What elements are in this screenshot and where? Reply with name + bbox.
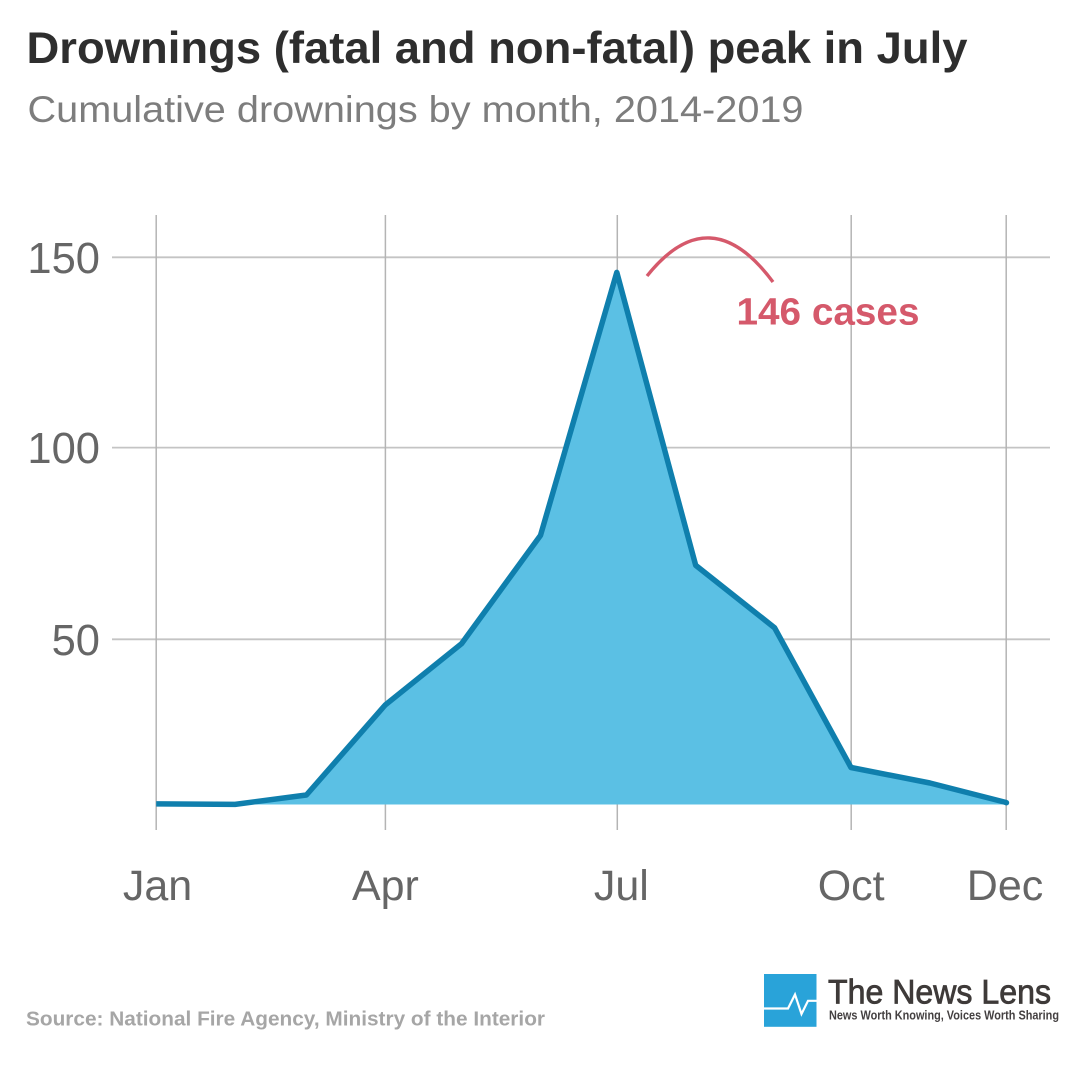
svg-text:Jul: Jul bbox=[594, 862, 649, 910]
svg-text:Source: National Fire Agency,: Source: National Fire Agency, Ministry o… bbox=[26, 1008, 545, 1031]
svg-text:150: 150 bbox=[27, 235, 100, 283]
svg-text:Jan: Jan bbox=[123, 862, 192, 910]
svg-text:146 cases: 146 cases bbox=[737, 292, 920, 334]
svg-text:100: 100 bbox=[27, 425, 100, 473]
svg-text:The News Lens: The News Lens bbox=[828, 974, 1051, 1012]
svg-text:News Worth Knowing, Voices Wor: News Worth Knowing, Voices Worth Sharing bbox=[829, 1008, 1059, 1022]
svg-text:Oct: Oct bbox=[818, 862, 885, 910]
svg-text:Apr: Apr bbox=[352, 862, 419, 910]
svg-text:Dec: Dec bbox=[967, 862, 1043, 910]
svg-text:50: 50 bbox=[52, 617, 100, 665]
svg-text:Cumulative drownings by month,: Cumulative drownings by month, 2014-2019 bbox=[28, 89, 804, 130]
svg-text:Drownings (fatal and non-fatal: Drownings (fatal and non-fatal) peak in … bbox=[27, 24, 968, 73]
